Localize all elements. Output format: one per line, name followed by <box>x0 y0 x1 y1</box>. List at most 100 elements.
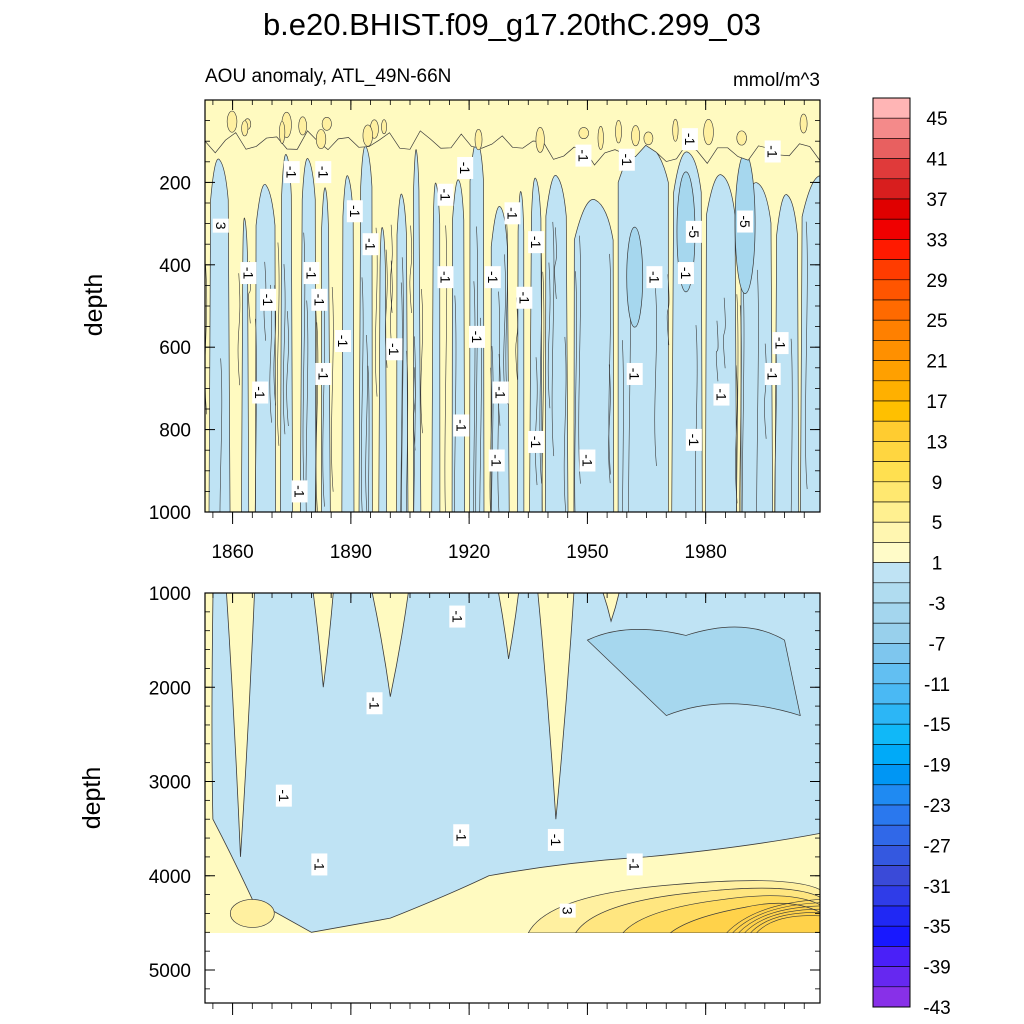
colorbar-label: 45 <box>926 109 947 130</box>
contour-label: -1 <box>484 266 501 289</box>
contour-label-bg <box>579 449 596 472</box>
contour-line <box>409 225 413 314</box>
colorbar-swatch <box>872 946 911 967</box>
contour-label-text: -1 <box>489 454 505 467</box>
contour-line <box>774 334 777 512</box>
contour-label-text: -1 <box>619 154 635 167</box>
colorbar-swatch <box>872 542 911 563</box>
contour-line <box>539 233 543 484</box>
colorbar-swatch <box>872 703 911 725</box>
colorbar-swatch <box>872 986 911 1008</box>
contour-label-text: -1 <box>457 162 473 175</box>
contour-label-text: -1 <box>579 454 595 467</box>
contour-line <box>390 260 393 354</box>
contour-label: -1 <box>626 853 643 876</box>
negative-anomaly-streak <box>800 175 820 512</box>
contour-label-text: -1 <box>469 331 485 344</box>
contour-label-text: -1 <box>646 271 662 284</box>
contour-label-bg <box>559 903 576 918</box>
colorbar-label: -27 <box>923 836 950 857</box>
contour-label: -1 <box>685 428 702 451</box>
colorbar-label: 9 <box>932 473 943 494</box>
positive-blob <box>381 119 387 135</box>
colorbar-swatch <box>872 481 911 503</box>
colorbar-swatch <box>872 178 911 200</box>
contour-label: -1 <box>252 381 269 404</box>
contour-line <box>390 224 393 313</box>
contour-label: -1 <box>366 692 383 715</box>
colorbar-swatch <box>872 845 911 866</box>
colorbar-swatch <box>872 521 911 543</box>
contour-line <box>654 287 657 467</box>
colorbar-swatch <box>872 764 911 786</box>
contour-line <box>715 320 719 382</box>
contour-label-bg <box>334 330 351 353</box>
negative-anomaly-streak <box>208 158 231 512</box>
contour-label: -1 <box>449 605 466 628</box>
contour-line <box>608 253 611 475</box>
contour-label-bg <box>303 262 320 285</box>
y-tick-label: 4000 <box>149 867 191 888</box>
positive-blob <box>321 116 332 131</box>
positive-blob <box>703 119 714 146</box>
contour-label-bg <box>437 183 454 206</box>
positive-blob <box>578 127 589 140</box>
contour-line <box>314 306 318 512</box>
chart-subtitle-left: AOU anomaly, ATL_49N-66N <box>205 66 451 87</box>
lower-y-ticks: 1000 2000 3000 4000 5000 <box>149 584 820 990</box>
contour-line <box>666 274 670 346</box>
lower-panel-fields <box>205 593 820 933</box>
positive-blob <box>279 121 286 144</box>
contour-label-bg <box>504 202 521 225</box>
contour-label: -1 <box>516 286 533 309</box>
contour-line <box>756 269 759 512</box>
colorbar: 45 41 37 33 29 25 21 17 13 9 5 1 -3 -7 -11 -15 -19 -23 -27… <box>872 97 951 1019</box>
contour-label-bg <box>437 266 454 289</box>
colorbar-label: 1 <box>932 554 943 575</box>
x-tick-label: 1950 <box>566 542 608 563</box>
colorbar-swatch <box>872 622 911 644</box>
colorbar-label: 41 <box>926 150 947 171</box>
contour-line <box>738 905 820 933</box>
positive-tongue <box>371 593 409 697</box>
contour-label-text: 3 <box>213 222 229 230</box>
contour-label-bg <box>528 430 545 453</box>
contour-label: -1 <box>528 231 545 254</box>
positive-blob <box>799 113 808 134</box>
contour-label-bg <box>311 288 328 311</box>
contour-line <box>276 242 280 446</box>
contour-label: -1 <box>677 262 694 285</box>
positive-tongue <box>602 593 620 623</box>
contour-label-bg <box>677 262 694 285</box>
positive-tongue <box>226 593 255 857</box>
negative-anomaly-streak <box>617 141 669 512</box>
contour-line <box>805 221 808 490</box>
positive-blob <box>474 129 483 151</box>
contour-label-text: -1 <box>453 419 469 432</box>
contour-label-text: -1 <box>548 834 564 847</box>
contour-line <box>322 290 325 507</box>
contour-label: -1 <box>334 330 351 353</box>
contour-line <box>739 305 742 512</box>
contour-label-bg <box>449 605 466 628</box>
contour-label-bg <box>772 332 789 355</box>
contour-line <box>541 271 545 512</box>
colorbar-label: 21 <box>926 352 947 373</box>
colorbar-label: -39 <box>923 958 950 979</box>
contour-line <box>608 364 611 484</box>
colorbar-swatch <box>872 420 911 442</box>
contour-label-bg <box>685 220 702 243</box>
contour-line <box>286 311 289 427</box>
positive-blob <box>736 130 747 146</box>
positive-blob <box>672 118 679 142</box>
positive-blob <box>643 131 654 146</box>
colorbar-swatch <box>872 380 911 402</box>
colorbar-label: 5 <box>932 513 943 534</box>
contour-label-bg <box>366 692 383 715</box>
colorbar-swatch <box>872 198 911 220</box>
contour-label-bg <box>488 449 505 472</box>
contour-label: 3 <box>559 903 576 918</box>
contour-label-text: -1 <box>240 267 256 280</box>
contour-line <box>726 899 820 933</box>
negative-anomaly-streak <box>241 217 250 512</box>
